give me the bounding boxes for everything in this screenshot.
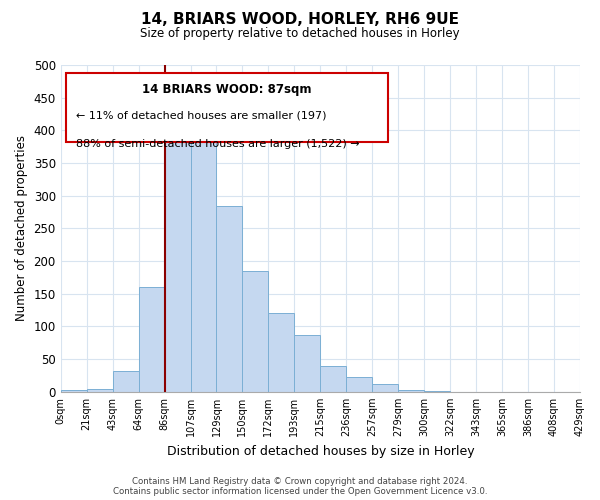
Bar (164, 125, 191, 392)
Bar (61, 390, 86, 392)
Text: ← 11% of detached houses are smaller (197): ← 11% of detached houses are smaller (19… (76, 111, 327, 121)
X-axis label: Distribution of detached houses by size in Horley: Distribution of detached houses by size … (167, 444, 474, 458)
Text: Contains HM Land Registry data © Crown copyright and database right 2024.: Contains HM Land Registry data © Crown c… (132, 477, 468, 486)
Bar (372, 384, 398, 392)
Bar (242, 271, 268, 392)
Bar (191, 137, 217, 392)
Bar (139, 287, 164, 392)
Bar (113, 371, 139, 392)
Text: Size of property relative to detached houses in Horley: Size of property relative to detached ho… (140, 28, 460, 40)
Bar (424, 391, 450, 392)
Y-axis label: Number of detached properties: Number of detached properties (15, 136, 28, 322)
Bar (398, 390, 424, 392)
Text: 14, BRIARS WOOD, HORLEY, RH6 9UE: 14, BRIARS WOOD, HORLEY, RH6 9UE (141, 12, 459, 28)
Text: 14 BRIARS WOOD: 87sqm: 14 BRIARS WOOD: 87sqm (142, 83, 311, 96)
Text: 88% of semi-detached houses are larger (1,522) →: 88% of semi-detached houses are larger (… (76, 138, 360, 148)
Bar (346, 378, 372, 392)
Bar (268, 314, 295, 392)
Bar (217, 206, 242, 392)
Bar (86, 388, 113, 392)
Text: Contains public sector information licensed under the Open Government Licence v3: Contains public sector information licen… (113, 487, 487, 496)
FancyBboxPatch shape (66, 73, 388, 142)
Bar (320, 366, 346, 392)
Bar (295, 335, 320, 392)
